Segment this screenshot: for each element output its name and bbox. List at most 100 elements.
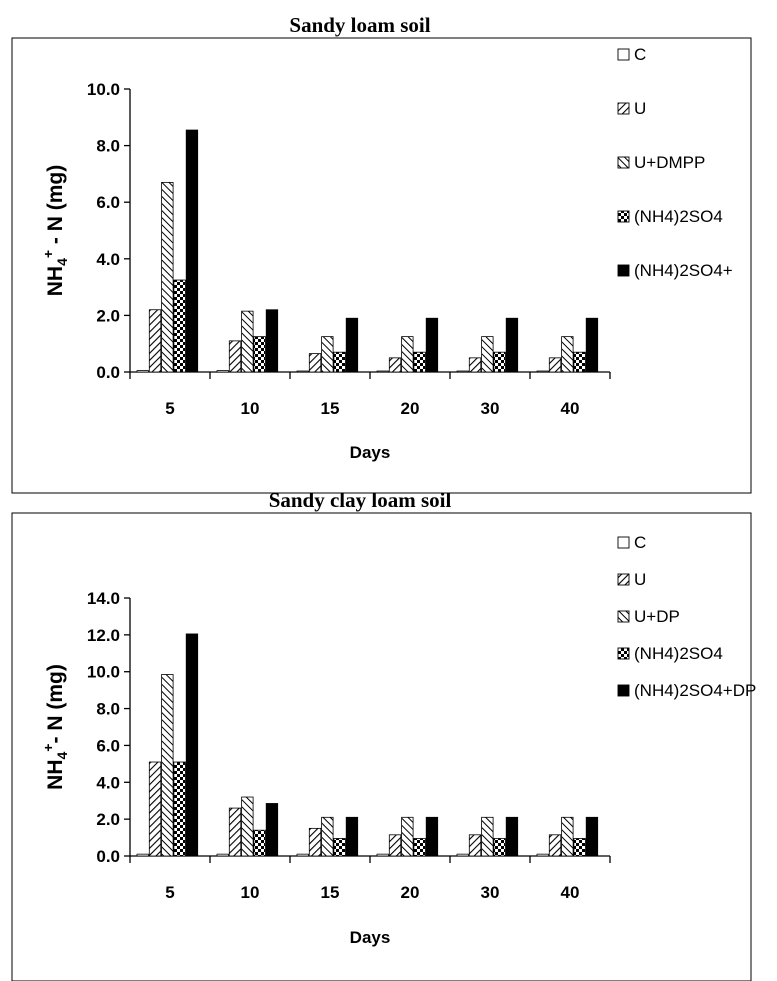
bar--nh4-2so4-day-5 (173, 761, 186, 857)
bar-u-day-5 (148, 309, 162, 373)
legend-label: (NH4)2SO4+ (634, 261, 733, 280)
bar--nh4-2so4-day-30 (493, 838, 506, 857)
bar--nh4-2so4--day-40 (585, 317, 599, 373)
x-tick-label: 20 (401, 883, 420, 902)
bar-u-dp-day-10 (241, 796, 254, 857)
bar-u-dp-day-20 (401, 816, 414, 857)
x-tick-label: 5 (165, 399, 174, 418)
bar--nh4-2so4-dp-day-15 (345, 816, 359, 857)
bar--nh4-2so4-day-40 (573, 351, 586, 373)
legend-label: (NH4)2SO4 (634, 207, 723, 226)
bar-u-dmpp-day-10 (241, 310, 254, 373)
chart-title-sandy-loam: Sandy loam soil (289, 13, 431, 37)
bar--nh4-2so4--day-30 (505, 317, 519, 373)
bar-c-day-20 (376, 370, 389, 373)
legend-label: U (634, 99, 646, 118)
legend-label: U+DMPP (634, 153, 705, 172)
x-tick-label: 30 (481, 883, 500, 902)
bar--nh4-2so4-day-10 (253, 336, 266, 373)
bar-u-dp-day-5 (161, 674, 174, 857)
bar-u-dmpp-day-5 (161, 181, 174, 373)
legend-swatch (617, 102, 630, 115)
legend-swatch (617, 684, 630, 697)
bar--nh4-2so4--day-15 (345, 317, 359, 373)
bar--nh4-2so4--day-10 (265, 309, 279, 373)
x-tick-label: 15 (321, 883, 340, 902)
y-tick-label: 4.0 (96, 250, 120, 269)
bar-c-day-30 (456, 370, 469, 373)
y-tick-label: 10.0 (87, 80, 120, 99)
bar--nh4-2so4--day-5 (185, 129, 199, 373)
bar-u-dmpp-day-30 (481, 336, 494, 373)
legend-swatch (617, 264, 630, 277)
bar-u-day-15 (308, 827, 322, 857)
y-tick-label: 0.0 (96, 363, 120, 382)
x-tick-label: 10 (241, 883, 260, 902)
bar--nh4-2so4-dp-day-40 (585, 816, 599, 857)
bar-c-day-10 (216, 370, 229, 373)
bar--nh4-2so4-dp-day-30 (505, 816, 519, 857)
bar-u-day-15 (308, 353, 322, 373)
legend-swatch (617, 210, 630, 223)
legend-label: (NH4)2SO4 (634, 644, 723, 663)
bar--nh4-2so4-day-30 (493, 351, 506, 373)
bar--nh4-2so4-day-20 (413, 838, 426, 857)
legend-swatch (617, 610, 630, 623)
y-axis-title: NH4+- N (mg) (40, 664, 70, 790)
bar-u-day-30 (468, 834, 482, 857)
y-tick-label: 14.0 (87, 589, 120, 608)
bar--nh4-2so4-day-15 (333, 351, 346, 373)
bar-c-day-40 (536, 853, 549, 857)
y-tick-label: 2.0 (96, 306, 120, 325)
y-tick-label: 8.0 (96, 137, 120, 156)
bar--nh4-2so4-dp-day-20 (425, 816, 439, 857)
bar-u-day-10 (228, 340, 242, 373)
x-tick-label: 10 (241, 399, 260, 418)
y-tick-label: 8.0 (96, 700, 120, 719)
bar--nh4-2so4-day-10 (253, 829, 266, 857)
legend-swatch (617, 156, 630, 169)
bar-c-day-10 (216, 853, 229, 857)
bar-u-day-20 (388, 357, 402, 373)
bar--nh4-2so4-day-20 (413, 351, 426, 373)
bar-u-day-20 (388, 834, 402, 857)
y-tick-label: 2.0 (96, 810, 120, 829)
legend-label: U+DP (634, 607, 680, 626)
legend-label: (NH4)2SO4+DP (634, 681, 756, 700)
x-axis-title: Days (350, 928, 391, 947)
chart-frame (11, 37, 752, 494)
x-tick-label: 20 (401, 399, 420, 418)
legend-swatch (617, 573, 630, 586)
bar-u-dp-day-40 (561, 816, 574, 857)
x-tick-label: 15 (321, 399, 340, 418)
legend-label: C (634, 45, 646, 64)
bar-u-dmpp-day-15 (321, 336, 334, 373)
bar-u-dp-day-15 (321, 816, 334, 857)
x-tick-label: 40 (561, 883, 580, 902)
chart-title-sandy-clay-loam: Sandy clay loam soil (268, 488, 452, 512)
bar--nh4-2so4-dp-day-10 (265, 803, 279, 857)
y-tick-label: 6.0 (96, 193, 120, 212)
bar-u-day-5 (148, 761, 162, 857)
legend-label: U (634, 570, 646, 589)
bar-u-day-40 (548, 834, 562, 857)
legend-label: C (634, 533, 646, 552)
bar--nh4-2so4-day-5 (173, 279, 186, 373)
bar-c-day-5 (136, 853, 149, 857)
bar--nh4-2so4--day-20 (425, 317, 439, 373)
bar-c-day-5 (136, 370, 149, 373)
chart-frame (11, 512, 752, 981)
bar-u-day-10 (228, 807, 242, 857)
x-tick-label: 40 (561, 399, 580, 418)
y-axis-title: NH4+ - N (mg) (40, 165, 70, 296)
y-tick-label: 4.0 (96, 773, 120, 792)
bar-c-day-30 (456, 853, 469, 857)
bar-u-dmpp-day-40 (561, 336, 574, 373)
x-axis-title: Days (350, 443, 391, 462)
bar-c-day-15 (296, 370, 309, 373)
y-tick-label: 12.0 (87, 626, 120, 645)
legend-swatch (617, 536, 630, 549)
bar-c-day-15 (296, 853, 309, 857)
